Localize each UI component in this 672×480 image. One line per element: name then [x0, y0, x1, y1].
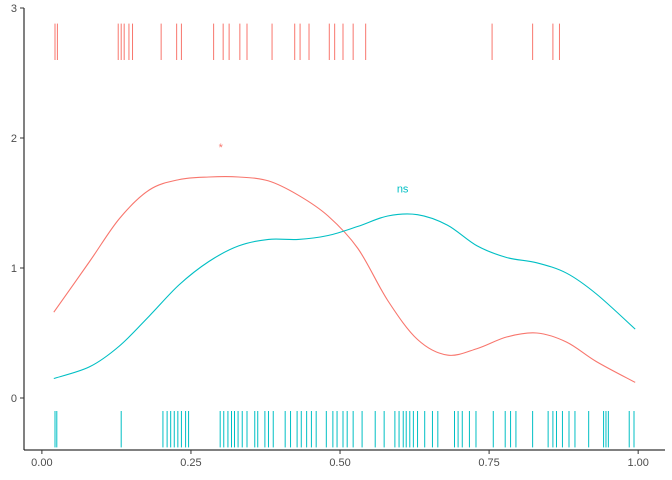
y-tick-label-0: 0	[11, 393, 17, 405]
annotation-layer: * ns	[219, 142, 409, 196]
y-tick-label-2: 2	[11, 133, 17, 145]
x-tick-label-3: 0.75	[478, 457, 499, 469]
significance-label-1: ns	[397, 184, 409, 196]
x-tick-label-2: 0.50	[329, 457, 350, 469]
density-line-red	[53, 176, 636, 383]
axis-layer: 0.00 0.25 0.50 0.75 1.00 0 1 2 3	[11, 3, 665, 469]
x-tick-label-0: 0.00	[31, 457, 52, 469]
density-line-teal	[53, 213, 636, 380]
rug-layer	[54, 23, 635, 448]
y-tick-label-3: 3	[11, 3, 17, 15]
series-layer	[53, 176, 636, 383]
x-tick-label-1: 0.25	[180, 457, 201, 469]
x-tick-label-4: 1.00	[627, 457, 648, 469]
significance-label-0: *	[219, 142, 224, 154]
y-tick-label-1: 1	[11, 263, 17, 275]
